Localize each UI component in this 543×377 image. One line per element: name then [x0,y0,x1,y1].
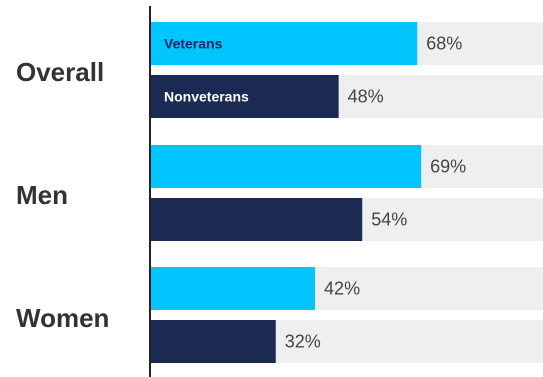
value-label-overall-nonveterans: 48% [348,87,384,107]
value-label-men-veterans: 69% [430,157,466,177]
category-label-men: Men [16,180,68,210]
category-label-women: Women [16,303,109,333]
series-label-nonveterans: Nonveterans [164,89,249,105]
series-label-veterans: Veterans [164,36,223,52]
bar-tracks [150,22,543,363]
bar-women-nonveterans [150,320,276,363]
bar-women-veterans [150,267,315,310]
value-label-men-nonveterans: 54% [371,210,407,230]
category-labels: Overall Men Women [16,57,109,333]
bars [150,22,421,363]
value-label-overall-veterans: 68% [426,34,462,54]
bar-men-veterans [150,145,421,188]
category-label-overall: Overall [16,57,104,87]
bar-men-nonveterans [150,198,362,241]
value-label-women-veterans: 42% [324,279,360,299]
value-label-women-nonveterans: 32% [285,332,321,352]
